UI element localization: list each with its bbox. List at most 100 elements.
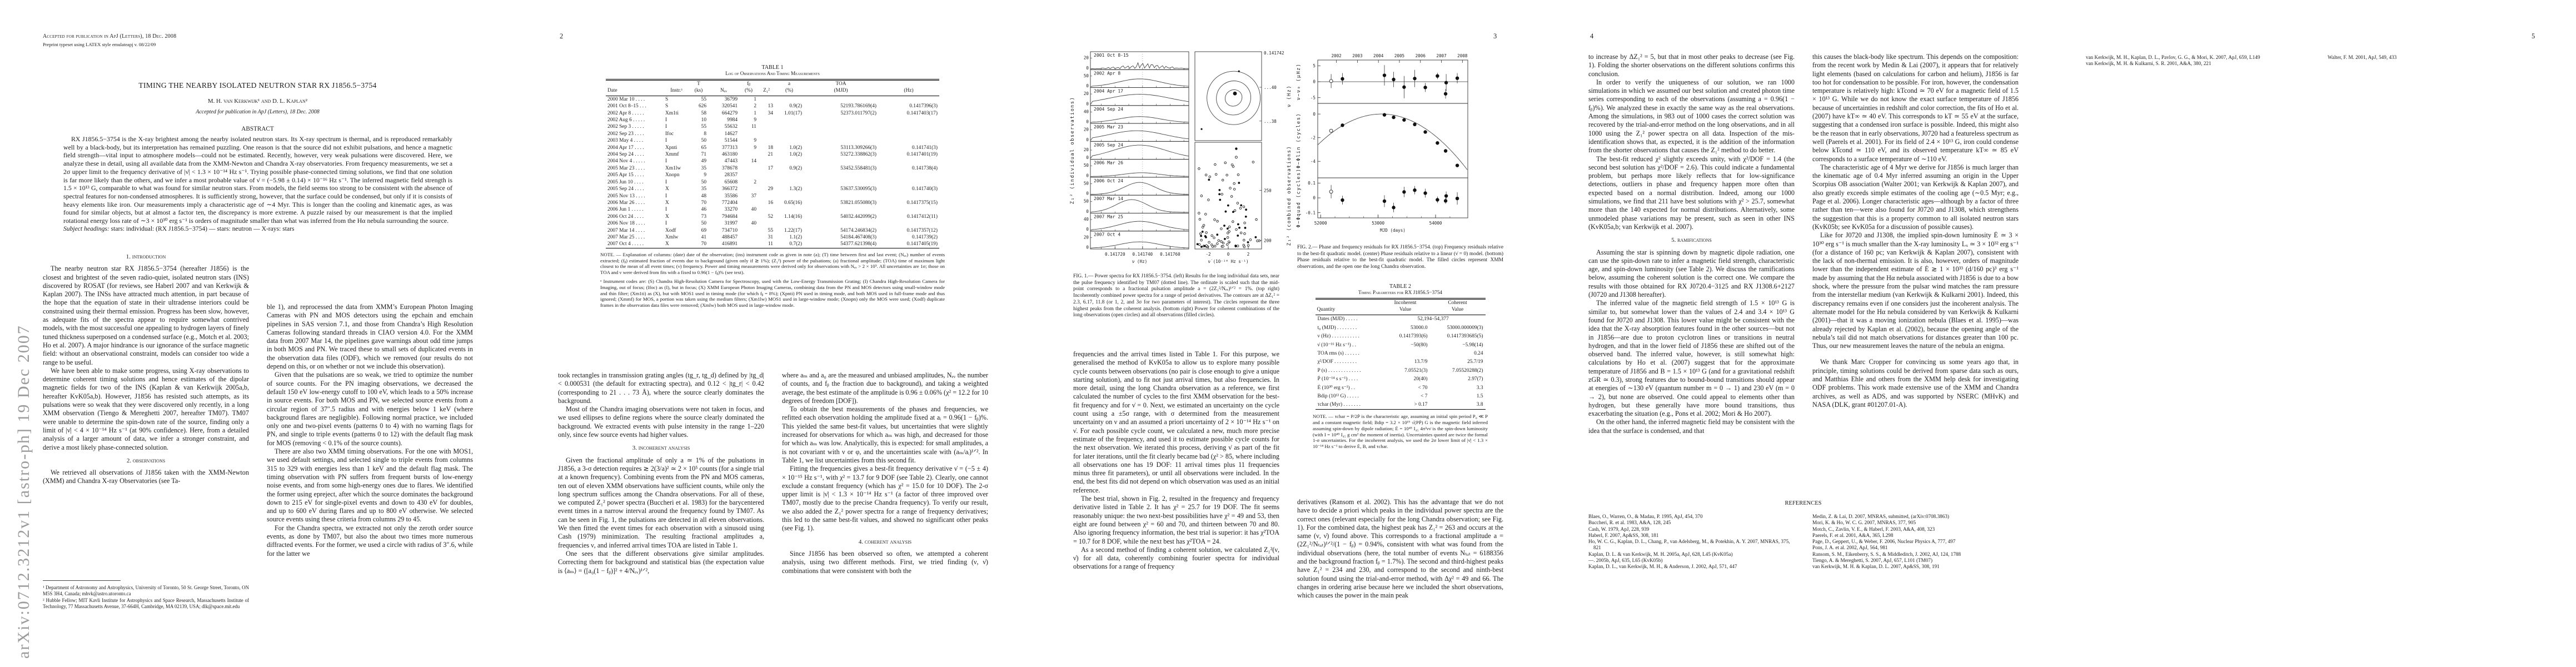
body-paragraph: where aₘ and a₀ are the measured and unb… — [782, 371, 988, 405]
reference-entry: Motch, C., Zavlin, V. E., & Haberl, F. 2… — [1812, 526, 1935, 532]
svg-text:0.141740: 0.141740 — [1133, 252, 1153, 257]
page1-right-column: ble 1), and reprocessed the data from XM… — [267, 303, 473, 558]
table-row: χ²/DOF . . . . . . . . . 13.7/9 25.7/19 — [1317, 359, 1483, 365]
svg-text:ν (Hz): ν (Hz) — [1132, 259, 1147, 264]
table-2-note: NOTE. — τchar = P/2Ṗ is the characterist… — [1313, 414, 1488, 450]
table-row: 2005 Jun 10 . . . . I 50 65608 2 — [607, 179, 756, 185]
body-paragraph: The best-fit reduced χ² slightly exceeds… — [1588, 155, 1795, 231]
body-paragraph: Given the fractional amplitude of only a… — [558, 456, 764, 549]
footnote-1: ¹ Department of Astronomy and Astrophysi… — [43, 585, 249, 596]
page-3: 3 2001 Oct 8-15 0 20 2002 Apr 8 0 50 2004 Apr … — [1030, 0, 1546, 667]
figure-2-caption: FIG. 2.— Phase and frequency residuals f… — [1297, 245, 1503, 270]
svg-text:-0.1: -0.1 — [1306, 210, 1316, 215]
reference-entry: Ho, W. C. G., Kaplan, D. L., Chang, P., … — [1588, 539, 1790, 551]
svg-text:53000: 53000 — [1372, 221, 1384, 226]
svg-text:ν−ν₀ (μHz): ν−ν₀ (μHz) — [1296, 63, 1302, 101]
svg-text:0.141760: 0.141760 — [1160, 252, 1180, 257]
reference-entry: Kaplan, D. L. & van Kerkwijk, M. H. 2005… — [1588, 551, 1733, 557]
svg-text:0: 0 — [1086, 101, 1089, 106]
body-paragraph: derivatives (Ransom et al. 2002). This h… — [1297, 498, 1503, 600]
table-2-grid: Incoherent Coherent Quantity Value Value Date… — [1313, 298, 1488, 410]
svg-text:0: 0 — [1086, 191, 1089, 196]
svg-text:MJD (days): MJD (days) — [1380, 228, 1406, 233]
table-row: 2000 Mar 10 . . . . S 55 36799 1 — [607, 96, 756, 102]
body-paragraph: The characteristic age of 4 Myr we deriv… — [1812, 163, 2019, 231]
table-row: Ṗ (10⁻¹⁴ s s⁻¹) . . . . 20(40) 2.97(7) — [1317, 376, 1483, 382]
page3-left-column: frequencies and the arrival times listed… — [1073, 350, 1279, 571]
svg-text:2005: 2005 — [1394, 53, 1404, 58]
table-row: 2006 Nov 18 . . . . I 50 31997 40 — [607, 221, 756, 227]
table-row: 2002 Sep 3 . . . . . I 55 55632 11 — [607, 124, 756, 130]
body-paragraph: One sees that the different observations… — [558, 549, 764, 575]
section-3-heading: 3. incoherent analysis — [632, 445, 690, 452]
acknowledgments: We thank Marc Cropper for convincing us … — [1812, 358, 2019, 409]
table-row: 2002 Sep 23 . . . . Ifoc 8 14627 — [607, 131, 738, 137]
references-heading: REFERENCES — [1785, 500, 1822, 506]
footnotes: ¹ Department of Astronomy and Astrophysi… — [43, 585, 249, 610]
column-header: TOA — [835, 81, 846, 87]
table-1-footnote: ᵃ Instrument codes are: (S) Chandra High… — [600, 278, 945, 308]
column-header: Quantity — [1315, 306, 1381, 315]
page2-left-column: took rectangles in transmission grating … — [558, 371, 764, 575]
reference-entry: van Kerkwijk, M. H., Kaplan, D. L., Pavl… — [2086, 54, 2260, 60]
table-row: 2006 Jun 1 . . . . . I 46 33270 40 — [607, 207, 756, 213]
page2-right-column: where aₘ and a₀ are the measured and unb… — [782, 371, 988, 575]
svg-text:200: 200 — [1264, 238, 1272, 243]
page-number: 5 — [2532, 32, 2535, 40]
table-row: Bdip (10¹³ G) . . . . . < 7 1.5 — [1317, 393, 1483, 399]
reference-entry: Page, D., Geppert, U., & Weber, F. 2006,… — [1812, 539, 1956, 545]
svg-text:0: 0 — [1313, 196, 1316, 201]
section-2-heading: 2. observations — [126, 457, 166, 464]
table-row: 2005 Sep 24 . . . . X 35 366372 29 1.3(2) 5363… — [607, 186, 938, 192]
svg-text:0: 0 — [1086, 155, 1089, 160]
svg-text:50: 50 — [1084, 199, 1089, 204]
page-number: 4 — [1590, 32, 1594, 40]
observations-paragraph: We retrieved all observations of J1856 t… — [43, 469, 249, 485]
svg-text:0: 0 — [1227, 252, 1230, 257]
svg-text:40: 40 — [1084, 217, 1089, 222]
svg-text:2002: 2002 — [1331, 53, 1341, 58]
column-header: Date — [606, 87, 664, 96]
column-header — [708, 80, 739, 88]
table-row: Ė (10³⁰ erg s⁻¹) . . < 70 3.3 — [1317, 385, 1483, 391]
svg-text:0: 0 — [1086, 137, 1089, 142]
svg-text:2007 Mar 14: 2007 Mar 14 — [1094, 196, 1123, 201]
body-paragraph: frequencies and the arrival times listed… — [1073, 350, 1279, 494]
acceptance-stamp: Accepted for publication in ApJ (Letters… — [43, 33, 177, 39]
page-number: 3 — [1493, 32, 1497, 40]
svg-text:Φ−Φquad (cycles): Φ−Φquad (cycles) — [1296, 168, 1302, 228]
table-row: 2004 Apr 17 . . . . Xpnti 65 377313 9 18 1.0(2… — [607, 145, 938, 151]
page4-left-column: to increase by ΔZ₁² = 5, but that in mos… — [1588, 53, 1795, 435]
reference-entry: Paerels, F. et al. 2001, A&A, 365, L298 — [1812, 532, 1894, 538]
reference-entry: Buccheri, R. et al. 1983, A&A, 128, 245 — [1588, 520, 1671, 526]
reference-entry: Mori, K. & Ho, W. C. G. 2007, MNRAS, 377… — [1812, 520, 1916, 526]
table-row: ν̇ (10⁻¹⁶ Hz s⁻¹) . . −50(80) −5.98(14) — [1317, 342, 1483, 348]
svg-text:0: 0 — [1313, 79, 1316, 84]
reference-entry: Blaes, O., Warren, O., & Madau, P. 1995,… — [1588, 514, 1703, 519]
svg-text:2007 Mar 25: 2007 Mar 25 — [1094, 214, 1123, 219]
table-row: 2005 Nov 13 . . . . I 48 35586 37 — [607, 193, 756, 199]
column-header: fᵦ — [747, 81, 750, 87]
body-paragraph: The best trial, shown in Fig. 2, resulte… — [1073, 495, 1279, 545]
references-column-2: Walter, F. M. 2001, ApJ, 549, 433 — [2328, 54, 2511, 61]
svg-text:2003: 2003 — [1352, 53, 1362, 58]
svg-text:...38: ...38 — [1264, 119, 1277, 124]
page-number: 2 — [560, 32, 564, 40]
svg-text:20: 20 — [1084, 91, 1089, 96]
table-row: 2007 Oct 4 . . . . . X 70 416891 11 0.7(2) 543… — [607, 241, 938, 247]
body-paragraph: took rectangles in transmission grating … — [558, 371, 764, 405]
page-1: Accepted for publication in ApJ (Letters… — [0, 0, 515, 667]
reference-entry: Cash, W. 1979, ApJ, 228, 939 — [1588, 526, 1650, 532]
section-4-heading: 4. coherent analysis — [858, 538, 912, 545]
reference-entry: Tiengo, A. & Mereghetti, S. 2007, ApJ, 6… — [1812, 558, 1933, 564]
body-paragraph: To obtain the best measurements of the p… — [782, 405, 988, 464]
references-column-2: Medin, Z. & Lai, D. 2007, MNRAS, submitt… — [1812, 514, 2019, 570]
column-header: T — [697, 81, 700, 87]
page-4: 4 to increase by ΔZ₁² = 5, but that in m… — [1546, 0, 2061, 667]
table-row: 2004 Nov 4 . . . . . I 49 47443 14 — [607, 158, 756, 165]
svg-text:40: 40 — [1084, 109, 1089, 114]
figure-2-residuals: 2002 2003 2004 2005 2006 2007 2008 52000 53000 54… — [1296, 53, 1468, 233]
